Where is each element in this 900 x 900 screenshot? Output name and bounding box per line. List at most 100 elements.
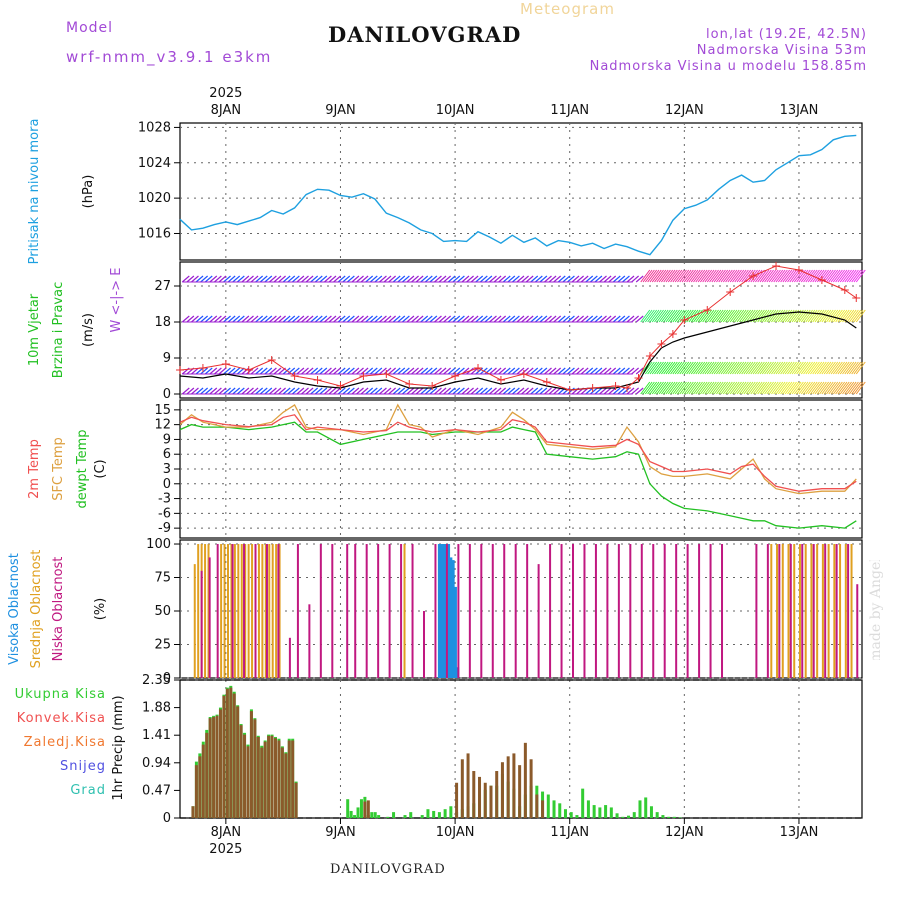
- cloud-bar: [271, 544, 274, 678]
- wind-barb: [498, 367, 507, 375]
- wind-barb: [594, 367, 603, 375]
- wind-barb-strong: [787, 361, 797, 375]
- wind-barb: [319, 387, 328, 395]
- wind-barb: [232, 275, 241, 283]
- wind-barb: [264, 387, 273, 395]
- precip-conv-bar: [284, 753, 288, 818]
- wind-barb: [447, 275, 456, 283]
- wind-barb: [475, 315, 484, 323]
- wind-barb: [415, 275, 424, 283]
- cloud-bar: [193, 564, 196, 678]
- wind-speed-marker: [645, 352, 654, 360]
- wind-barb: [585, 367, 594, 375]
- wind-barb: [246, 387, 254, 395]
- wind-barb: [232, 315, 241, 323]
- wind-frame: [179, 261, 863, 399]
- wind-barb-strong: [690, 309, 701, 323]
- wind-barb-strong: [644, 381, 655, 395]
- wind-barb-strong: [670, 381, 680, 395]
- wind-barb-strong: [835, 381, 846, 395]
- precip-total-bar: [552, 800, 556, 818]
- precip-total-bar: [661, 815, 665, 818]
- wind-barb-strong: [672, 381, 683, 395]
- wind-barb-strong: [759, 309, 770, 323]
- cloud-bar: [812, 544, 815, 678]
- wind-barb: [369, 367, 378, 375]
- wind-barb-strong: [720, 269, 731, 283]
- wind-barb-strong: [706, 309, 717, 323]
- x-bottom-tick-label: 8JAN: [211, 825, 242, 840]
- wind-barb: [525, 315, 534, 323]
- wind-barb-strong: [798, 361, 809, 375]
- cloud-bar: [816, 544, 819, 678]
- wind-speed-marker: [668, 330, 677, 338]
- wind-barb: [548, 367, 557, 375]
- precip-total-bar: [546, 794, 550, 818]
- wind-barb-strong: [686, 269, 697, 283]
- wind-barb-strong: [667, 361, 678, 375]
- cloud-bar: [617, 544, 620, 678]
- wind-barb: [626, 275, 635, 283]
- wind-barb: [631, 315, 640, 323]
- wind-barb: [223, 387, 231, 395]
- wind-barb: [466, 315, 474, 323]
- wind-barb-strong: [651, 361, 662, 375]
- cloud-bar: [514, 544, 517, 678]
- wind-barb: [512, 367, 520, 375]
- wind-barb: [452, 315, 461, 323]
- lonlat-label: lon,lat (19.2E, 42.5N): [706, 27, 867, 42]
- wind-barb: [470, 315, 479, 323]
- wind-barb-strong: [842, 381, 852, 395]
- wind-barb: [567, 275, 575, 283]
- wind-barb-strong: [830, 269, 841, 283]
- wind-barb: [571, 367, 580, 375]
- wind-barb: [213, 387, 222, 395]
- wind-barb-strong: [773, 309, 784, 323]
- wind-barb: [209, 367, 218, 375]
- wind-barb-strong: [665, 361, 676, 375]
- wind-barb-strong: [741, 381, 752, 395]
- wind-barb: [195, 315, 204, 323]
- temperature-ytick-label: 9: [163, 432, 171, 447]
- wind-barb: [250, 387, 259, 395]
- wind-barb-strong: [755, 361, 765, 375]
- wind-barb-strong: [727, 361, 738, 375]
- wind-barb-strong: [789, 381, 800, 395]
- cloud-bar: [445, 544, 448, 678]
- wind-barb: [365, 315, 374, 323]
- wind-barb-strong: [670, 309, 680, 323]
- precip-conv-bar: [506, 756, 510, 818]
- wind-barb: [383, 387, 392, 395]
- wind-barb-strong: [658, 269, 669, 283]
- wind-barb-strong: [757, 309, 768, 323]
- wind-barb-strong: [725, 361, 735, 375]
- wind-barb: [200, 315, 209, 323]
- wind-barb-strong: [665, 381, 676, 395]
- wind-barb-strong: [814, 269, 825, 283]
- wind-barb-strong: [704, 381, 715, 395]
- precip-conv-bar: [236, 706, 240, 818]
- clouds-frame: [179, 539, 863, 679]
- pressure-ytick-label: 1020: [138, 191, 171, 206]
- cloud-bar: [606, 544, 609, 678]
- precip-legend-label: Snijeg: [60, 759, 106, 774]
- wind-barb-strong: [798, 381, 809, 395]
- wind-barb: [401, 367, 410, 375]
- precip-conv-bar: [218, 709, 222, 818]
- wind-barb: [241, 387, 250, 395]
- wind-barb: [181, 275, 190, 283]
- cloud-bar: [789, 544, 792, 678]
- wind-barb-strong: [674, 361, 685, 375]
- precip-conv-bar: [489, 785, 493, 818]
- cloud-bar: [220, 544, 223, 678]
- wind-barb-strong: [745, 381, 756, 395]
- wind-barb: [631, 367, 640, 375]
- precip-legend-label: Grad: [70, 783, 106, 798]
- wind-barb-strong: [644, 269, 655, 283]
- wind-barb: [374, 275, 383, 283]
- wind-barb-strong: [649, 361, 660, 375]
- cloud-bar: [208, 557, 211, 678]
- wind-barb: [434, 367, 442, 375]
- cloud-bar: [583, 544, 586, 678]
- wind-barb: [383, 275, 392, 283]
